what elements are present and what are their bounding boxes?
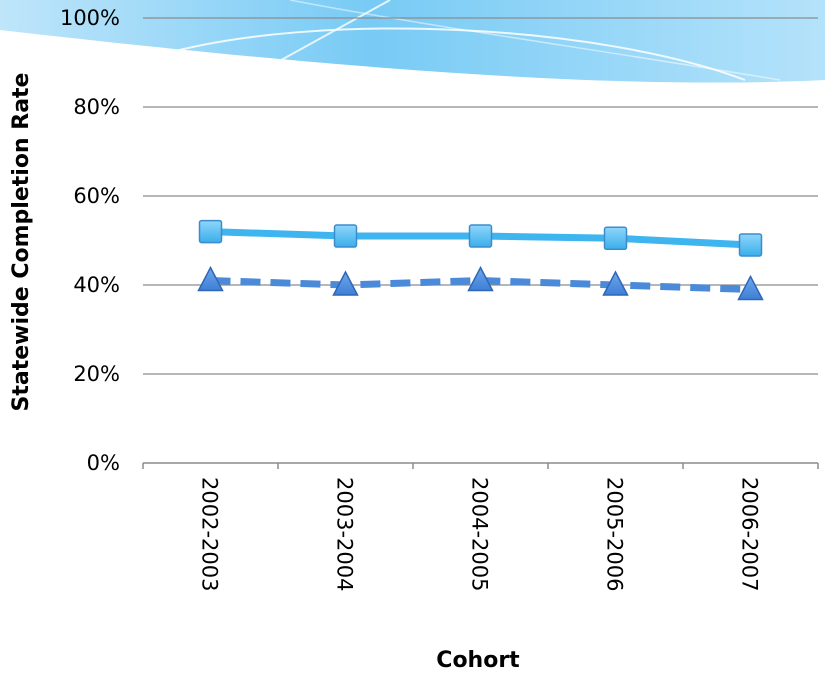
x-tick-labels: 2002-2003 2003-2004 2004-2005 2005-2006 2006… xyxy=(198,477,762,591)
x-axis xyxy=(142,462,819,469)
y-tick-label: 80% xyxy=(73,95,120,119)
y-axis-title: Statewide Completion Rate xyxy=(9,73,34,412)
series-lines xyxy=(197,219,764,301)
data-point xyxy=(737,274,764,301)
y-tick-label: 60% xyxy=(73,184,120,208)
x-tick-label: 2004-2005 xyxy=(468,477,492,591)
x-tick-label: 2002-2003 xyxy=(198,477,222,591)
x-tick-label: 2006-2007 xyxy=(738,477,762,591)
data-point xyxy=(333,224,358,248)
data-point xyxy=(602,270,629,296)
data-point xyxy=(197,265,224,292)
x-tick-label: 2003-2004 xyxy=(333,477,357,591)
y-tick-label: 20% xyxy=(73,362,120,386)
data-point xyxy=(603,226,628,251)
y-tick-labels: 0% 20% 40% 60% 80% 100% xyxy=(60,6,120,475)
y-tick-label: 100% xyxy=(60,6,120,30)
data-point xyxy=(467,265,494,292)
y-tick-label: 40% xyxy=(73,273,120,297)
x-axis-title: Cohort xyxy=(436,648,520,673)
decorative-banner xyxy=(0,0,825,83)
x-tick-label: 2005-2006 xyxy=(603,477,627,591)
data-point xyxy=(738,233,763,257)
y-tick-label: 0% xyxy=(87,451,120,475)
data-point xyxy=(332,270,359,296)
data-point xyxy=(468,224,493,248)
data-point xyxy=(198,219,223,244)
